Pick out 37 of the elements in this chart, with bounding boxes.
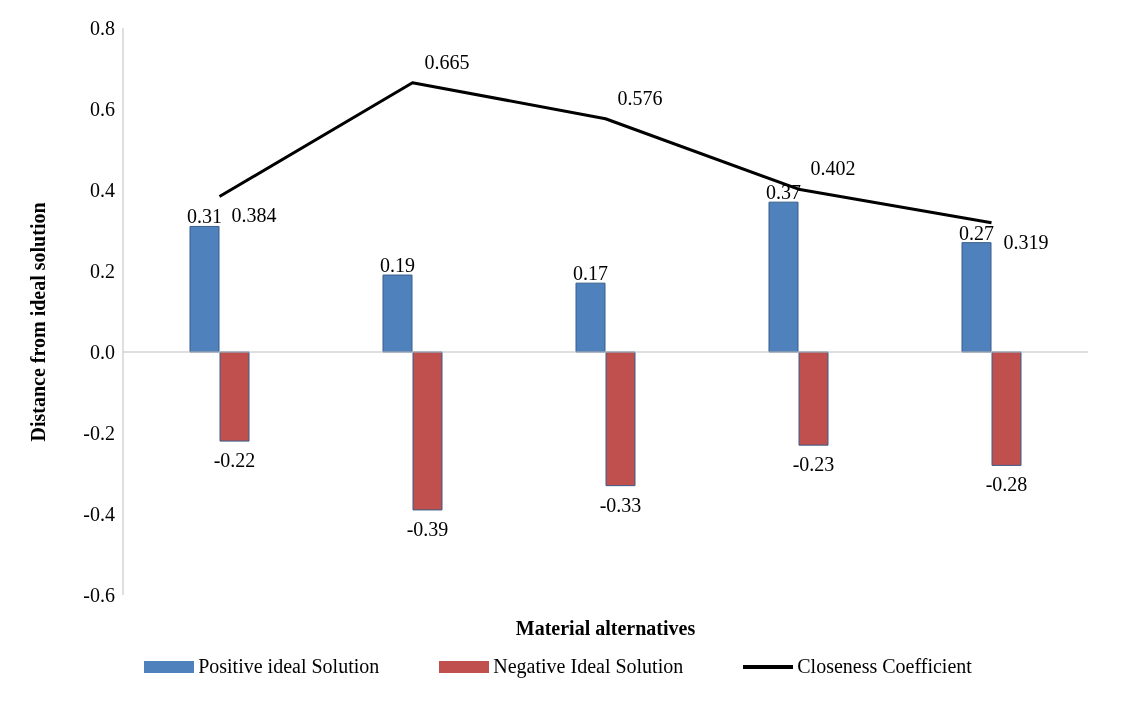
- bar: [605, 351, 636, 487]
- data-label: 0.27: [959, 221, 994, 244]
- bar: [575, 282, 606, 353]
- data-label: -0.28: [985, 473, 1028, 496]
- bar: [991, 351, 1022, 466]
- y-tick-label: -0.6: [83, 584, 115, 607]
- data-label: 0.384: [231, 204, 277, 227]
- bar: [219, 351, 250, 442]
- data-label: -0.33: [599, 493, 642, 516]
- bar: [382, 274, 413, 353]
- legend-label: Closeness Coefficient: [797, 655, 972, 678]
- y-tick-label: -0.4: [83, 503, 115, 526]
- bar: [768, 201, 799, 353]
- x-axis-title: Material alternatives: [515, 617, 696, 639]
- y-tick-label: 0.8: [90, 17, 115, 40]
- data-label: -0.23: [792, 453, 835, 476]
- data-label: -0.39: [406, 517, 449, 540]
- data-label: 0.402: [810, 157, 856, 180]
- y-axis-title: Distance from ideal solution: [27, 202, 50, 442]
- y-tick-label: 0.6: [90, 98, 115, 121]
- bar: [798, 351, 829, 446]
- bar: [412, 351, 443, 511]
- y-tick-label: 0.0: [90, 341, 115, 364]
- y-tick-label: 0.2: [90, 260, 115, 283]
- data-label: 0.31: [187, 205, 222, 228]
- data-label: 0.665: [424, 50, 470, 73]
- data-label: 0.319: [1003, 230, 1049, 253]
- data-label: -0.22: [213, 449, 256, 472]
- y-tick-label: -0.2: [83, 422, 115, 445]
- legend-label: Negative Ideal Solution: [493, 655, 684, 678]
- legend-label: Positive ideal Solution: [198, 655, 380, 678]
- bar: [961, 242, 992, 353]
- y-tick-label: 0.4: [90, 179, 115, 202]
- data-label: 0.576: [617, 86, 663, 109]
- bar: [189, 225, 220, 353]
- data-label: 0.17: [573, 262, 608, 285]
- data-label: 0.19: [380, 254, 415, 277]
